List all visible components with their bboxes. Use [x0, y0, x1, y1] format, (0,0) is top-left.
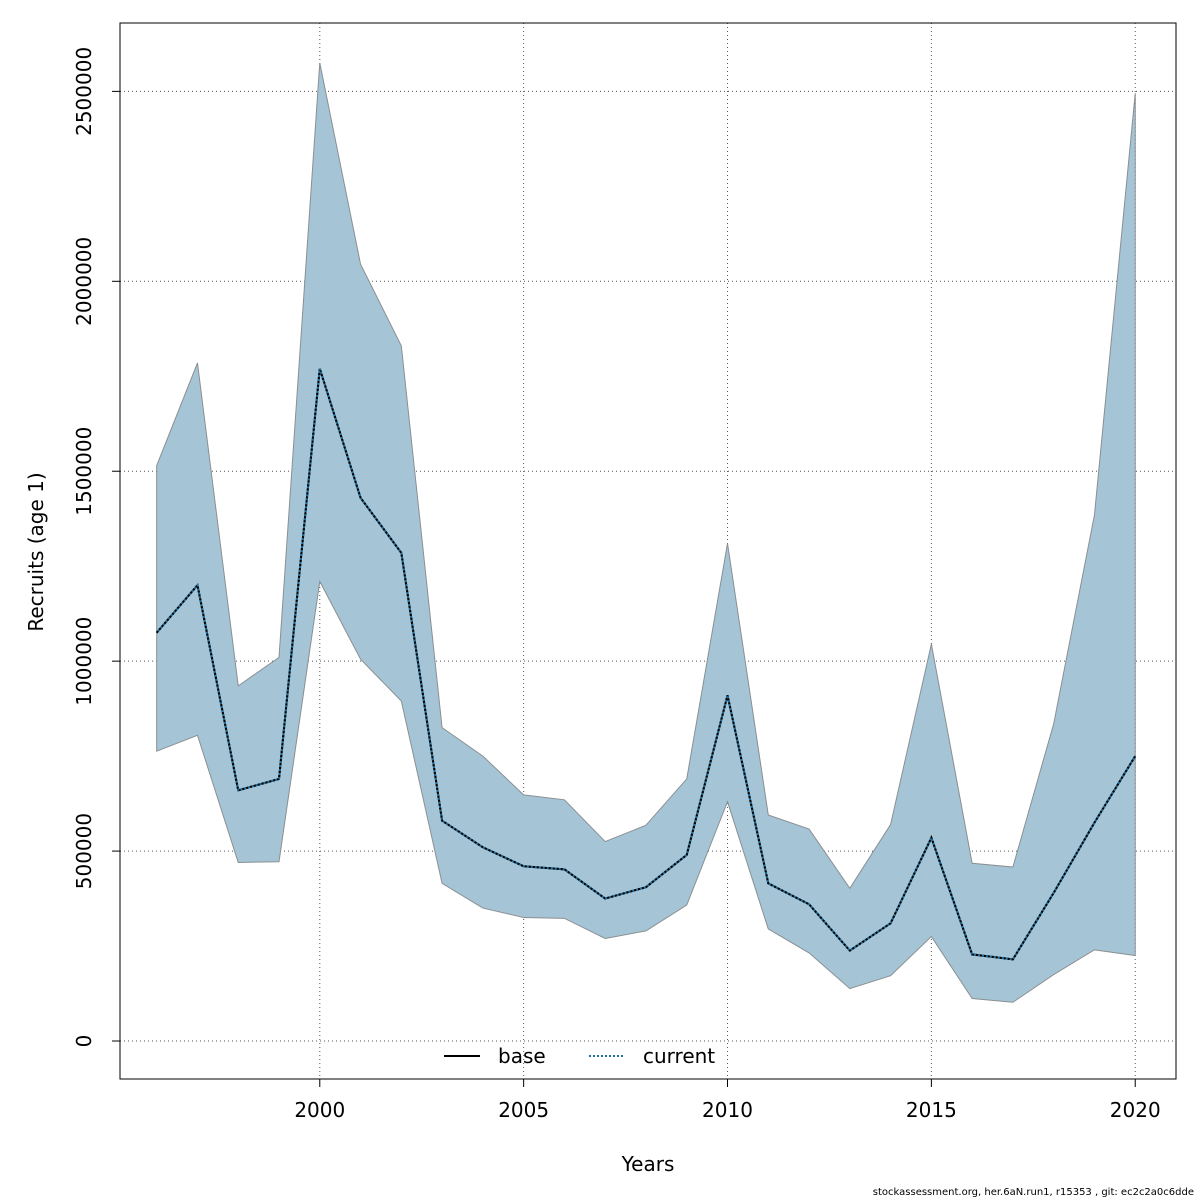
- x-axis-title: Years: [621, 1152, 675, 1176]
- plot-frame: [119, 22, 1177, 1080]
- x-tick-label: 2015: [906, 1098, 957, 1122]
- series-line-current: [155, 368, 1137, 961]
- y-tick-label: 500000: [72, 813, 96, 889]
- legend-label-current: current: [643, 1044, 715, 1068]
- confidence-band: [156, 62, 1136, 1003]
- y-axis-title: Recruits (age 1): [24, 472, 48, 631]
- y-axis: 0 500000 1000000 1500000 2000000 2500000: [72, 47, 120, 1048]
- y-tick-label: 1000000: [72, 617, 96, 706]
- x-tick-label: 2010: [702, 1098, 753, 1122]
- y-tick-label: 0: [72, 1035, 96, 1048]
- x-tick-label: 2020: [1110, 1098, 1161, 1122]
- y-tick-label: 1500000: [72, 427, 96, 516]
- legend-label-base: base: [498, 1044, 546, 1068]
- x-tick-label: 2005: [498, 1098, 549, 1122]
- x-axis: 2000 2005 2010 2015 2020: [294, 1079, 1161, 1122]
- footer-credit: stockassessment.org, her.6aN.run1, r1535…: [872, 1187, 1194, 1198]
- legend: base current: [444, 1044, 715, 1068]
- y-tick-label: 2500000: [72, 47, 96, 136]
- y-tick-label: 2000000: [72, 237, 96, 326]
- series-line-current-overlay: [155, 368, 1137, 961]
- x-tick-label: 2000: [294, 1098, 345, 1122]
